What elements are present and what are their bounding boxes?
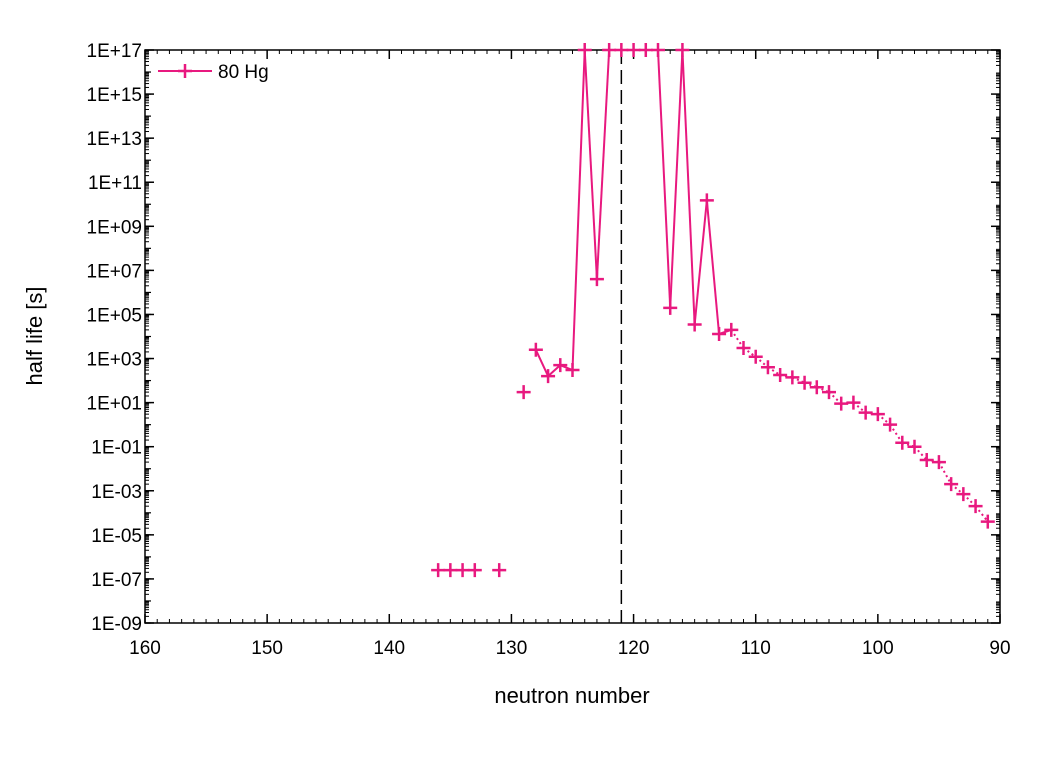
series-segment [705,200,721,335]
x-tick-label: 160 [129,638,161,659]
data-point [724,322,739,337]
data-point [968,499,983,514]
data-point [846,395,861,410]
data-point [919,452,934,467]
data-point [822,385,836,400]
data-point [944,477,959,492]
y-tick-label: 1E-07 [91,570,142,591]
data-point [907,439,922,454]
series-segment [534,349,549,377]
plot-area [144,49,1001,624]
data-point [687,317,702,332]
series-segment [730,329,745,349]
x-tick-label: 110 [741,638,771,659]
y-tick-label: 1E+17 [87,41,142,62]
x-tick-label: 150 [251,638,283,659]
y-tick-label: 1E+07 [87,261,142,282]
data-point [602,43,617,57]
legend-label: 80 Hg [218,62,269,83]
series-segment [693,200,708,325]
data-point [785,370,800,385]
data-point [675,43,690,57]
series-segment [571,49,586,371]
y-tick-label: 1E-05 [91,526,142,547]
data-point [895,435,910,450]
data-point [797,375,812,390]
y-tick-label: 1E-03 [91,482,142,503]
series-segment [681,49,696,325]
data-point [431,563,446,578]
legend-marker [178,64,192,78]
data-point [699,193,714,208]
data-point [565,363,580,378]
data-point [931,455,946,470]
x-tick-label: 100 [862,638,894,659]
series-points [431,43,995,578]
series-segment [547,364,561,377]
data-point [553,358,568,373]
series-segment [938,461,953,485]
y-axis-label: half life [s] [22,286,47,385]
data-point [626,43,641,57]
data-point [870,407,885,422]
data-point [443,563,458,578]
y-tick-label: 1E+05 [87,305,142,326]
series-segment [669,49,684,308]
data-point [748,349,763,364]
series-segment [657,49,672,308]
y-tick-label: 1E+11 [88,173,142,194]
series-segment [889,424,904,444]
x-axis-label: neutron number [494,683,649,708]
data-point [577,43,592,57]
x-tick-label: 90 [989,638,1010,659]
data-point [773,367,788,382]
data-point [663,300,678,315]
series-segment [913,446,928,461]
data-point [455,563,470,578]
data-point [834,396,849,411]
data-point [614,43,629,57]
x-axis-ticks: 160 150 140 130 120 110 100 90 [129,50,1011,659]
data-point [516,385,531,400]
data-point [883,417,898,432]
series-segment [974,505,989,523]
series-segment [583,49,598,280]
data-point [956,487,971,502]
y-tick-label: 1E-09 [91,614,142,635]
data-point [809,380,824,395]
data-point [589,272,604,287]
data-point [528,342,543,357]
y-tick-label: 1E-01 [91,438,142,459]
y-tick-label: 1E+13 [87,129,142,150]
data-point [712,326,727,341]
x-tick-label: 120 [618,638,650,659]
data-point [651,43,665,57]
y-axis-ticks: 1E-09 1E-07 1E-05 1E-03 1E-01 1E+01 1E+03 1E+05… [87,41,1000,635]
data-point [980,514,995,529]
data-point [541,369,556,384]
data-point [638,43,653,57]
y-tick-label: 1E+09 [87,217,142,238]
series-segment [595,49,611,280]
data-point [492,563,507,578]
y-tick-label: 1E+15 [87,85,142,106]
legend: 80 Hg [158,62,269,83]
data-point [467,563,482,578]
data-point [760,360,775,375]
x-tick-label: 130 [496,638,528,659]
y-tick-label: 1E+01 [87,394,142,415]
y-tick-label: 1E+03 [87,350,142,371]
data-point [736,341,751,356]
x-tick-label: 140 [373,638,405,659]
data-point [858,405,873,420]
